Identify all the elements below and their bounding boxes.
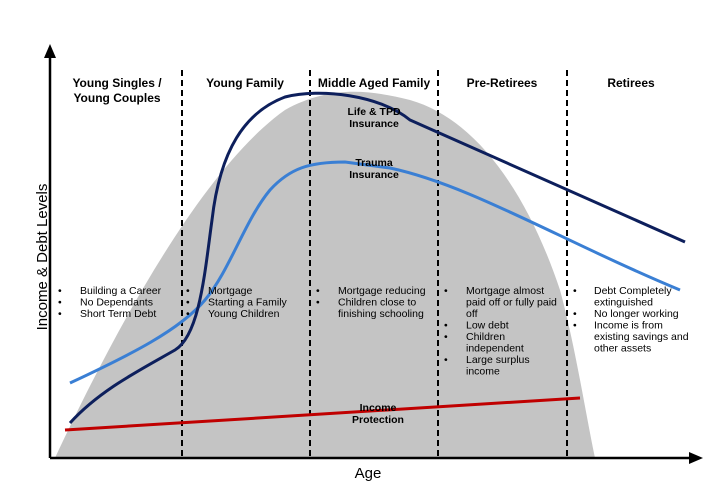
bullet-dot: • [58,308,62,320]
bullet-dot: • [186,285,190,297]
bullet-dot: • [58,285,62,297]
note-text: Starting a Family [208,297,288,309]
bullet-dot: • [316,285,320,297]
stage-title: Young Singles / [72,76,162,90]
bullet-dot: • [444,331,448,343]
y-axis-label: Income & Debt Levels [34,184,51,331]
y-axis-arrow [44,44,56,58]
bullet-dot: • [58,297,62,309]
note-text: Low debt [466,320,509,332]
note-text: Income is from [594,320,663,332]
trauma-insurance-curve [69,160,681,385]
note-text: extinguished [594,297,653,309]
stage-notes: • Building a Career • No Dependants • Short T… [58,285,689,378]
curve-label-life-tpd: Life & TPD [347,106,401,118]
curve-labels: Life & TPDInsuranceTraumaInsuranceIncome… [347,106,404,426]
stage-title: Young Couples [73,91,160,105]
stage-titles: Young Singles /Young Couples Young Family… [72,76,655,105]
curve-label-trauma: Trauma [355,157,393,169]
note-text: Mortgage [208,285,253,297]
stage-title: Young Family [206,76,284,90]
curve-label-income-protection: Protection [352,414,404,426]
x-axis-arrow [689,452,703,464]
income-protection-curve [64,396,581,432]
note-text: Short Term Debt [80,308,156,320]
x-axis-label: Age [355,465,382,482]
note-text: income [466,366,500,378]
note-text: No Dependants [80,297,153,309]
note-text: No longer working [594,308,679,320]
bullet-dot: • [186,308,190,320]
life-tpd-curve [68,91,686,425]
note-text: Children close to [338,297,416,309]
bullet-dot: • [444,354,448,366]
stage-title: Retirees [607,76,655,90]
bullet-dot: • [573,320,577,332]
note-text: independent [466,343,524,355]
note-text: Young Children [208,308,280,320]
note-text: Children [466,331,505,343]
curve-label-life-tpd: Insurance [349,118,399,130]
note-text: Mortgage almost [466,285,544,297]
stage-title: Pre-Retirees [467,76,538,90]
curve-label-income-protection: Income [360,402,397,414]
note-text: Mortgage reducing [338,285,426,297]
bullet-dot: • [444,320,448,332]
note-text: Debt Completely [594,285,672,297]
note-text: paid off or fully paid [466,297,557,309]
debt-area [55,91,595,458]
bullet-dot: • [186,297,190,309]
curve-label-trauma: Insurance [349,169,399,181]
stage-title: Middle Aged Family [318,76,431,90]
note-text: Building a Career [80,285,162,297]
note-text: finishing schooling [338,308,424,320]
bullet-dot: • [573,308,577,320]
bullet-dot: • [316,297,320,309]
note-text: off [466,308,478,320]
note-text: other assets [594,343,651,355]
bullet-dot: • [444,285,448,297]
note-text: Large surplus [466,354,530,366]
bullet-dot: • [573,285,577,297]
note-text: existing savings and [594,331,689,343]
